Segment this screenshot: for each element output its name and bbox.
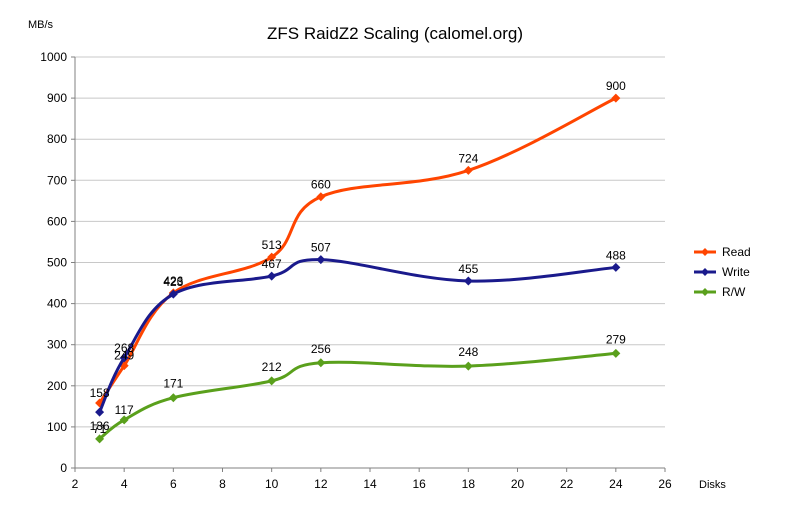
data-label: 248 <box>458 345 478 359</box>
data-label: 423 <box>163 275 183 289</box>
y-tick-label: 100 <box>47 420 67 434</box>
series-line-r-w <box>98 351 616 441</box>
data-label: 249 <box>114 349 134 363</box>
data-point-marker <box>267 376 277 386</box>
legend-item: R/W <box>694 285 746 299</box>
y-tick-label: 200 <box>47 379 67 393</box>
x-tick-label: 24 <box>609 477 623 491</box>
legend-label: Read <box>722 245 751 259</box>
gridlines <box>75 56 665 428</box>
data-label: 513 <box>262 238 282 252</box>
data-label: 117 <box>115 403 134 417</box>
x-axis-label: Disks <box>699 479 726 491</box>
data-point-marker <box>119 415 129 425</box>
data-point-marker <box>316 255 326 265</box>
y-tick-label: 800 <box>47 132 67 146</box>
data-point-marker <box>267 271 277 281</box>
data-point-marker <box>611 262 621 272</box>
data-point-marker <box>611 93 621 103</box>
chart-title: ZFS RaidZ2 Scaling (calomel.org) <box>267 24 523 43</box>
x-tick-label: 22 <box>560 477 574 491</box>
x-tick-label: 16 <box>412 477 426 491</box>
data-point-marker <box>168 289 178 299</box>
data-point-marker <box>463 165 473 175</box>
x-tick-label: 8 <box>219 477 226 491</box>
data-label: 212 <box>262 360 282 374</box>
legend-marker <box>701 248 709 256</box>
series-line-read <box>98 96 617 404</box>
y-tick-label: 500 <box>47 256 67 270</box>
y-tick-label: 1000 <box>40 50 67 64</box>
x-tick-label: 14 <box>363 477 377 491</box>
data-label: 426 <box>163 274 183 288</box>
y-tick-label: 300 <box>47 338 67 352</box>
data-label: 507 <box>311 241 331 255</box>
data-label: 158 <box>90 386 110 400</box>
series-line-write <box>98 258 616 413</box>
y-tick-label: 900 <box>47 91 67 105</box>
x-tick-label: 12 <box>314 477 328 491</box>
data-point-marker <box>168 393 178 403</box>
data-label: 268 <box>114 341 134 355</box>
data-label: 171 <box>163 377 183 391</box>
data-label: 136 <box>90 419 110 433</box>
data-label: 256 <box>311 342 331 356</box>
x-tick-label: 4 <box>121 477 128 491</box>
data-label: 660 <box>311 178 331 192</box>
data-labels: 158 249 426 513 660 724 900 136 268 423 467 507 455 4… <box>90 79 627 436</box>
legend-marker <box>701 288 709 296</box>
x-tick-label: 2 <box>72 477 79 491</box>
data-label: 71 <box>93 422 107 436</box>
data-label: 900 <box>606 79 626 93</box>
legend-item: Write <box>694 265 750 279</box>
data-point-marker <box>95 407 105 417</box>
data-point-marker <box>267 252 277 262</box>
x-tick-label: 20 <box>511 477 525 491</box>
data-label: 455 <box>458 262 478 276</box>
data-point-marker <box>463 276 473 286</box>
data-label: 488 <box>606 248 626 262</box>
y-tick-label: 700 <box>47 173 67 187</box>
x-tick-label: 26 <box>658 477 672 491</box>
legend-marker <box>701 268 709 276</box>
data-point-marker <box>316 192 326 202</box>
data-label: 724 <box>458 151 478 165</box>
y-tick-label: 0 <box>60 461 67 475</box>
data-point-marker <box>463 361 473 371</box>
y-tick-label: 400 <box>47 297 67 311</box>
data-point-marker <box>119 353 129 363</box>
data-label: 467 <box>262 257 282 271</box>
legend-label: R/W <box>722 285 746 299</box>
legend: Read Write R/W <box>694 245 751 299</box>
data-point-marker <box>95 434 105 444</box>
x-tick-label: 6 <box>170 477 177 491</box>
legend-item: Read <box>694 245 751 259</box>
x-tick-label: 10 <box>265 477 279 491</box>
y-axis-label: MB/s <box>28 19 54 31</box>
series-lines <box>95 93 621 444</box>
data-point-marker <box>316 358 326 368</box>
legend-label: Write <box>722 265 750 279</box>
data-label: 279 <box>606 332 626 346</box>
y-tick-label: 600 <box>47 214 67 228</box>
data-point-marker <box>611 348 621 358</box>
x-tick-label: 18 <box>462 477 476 491</box>
